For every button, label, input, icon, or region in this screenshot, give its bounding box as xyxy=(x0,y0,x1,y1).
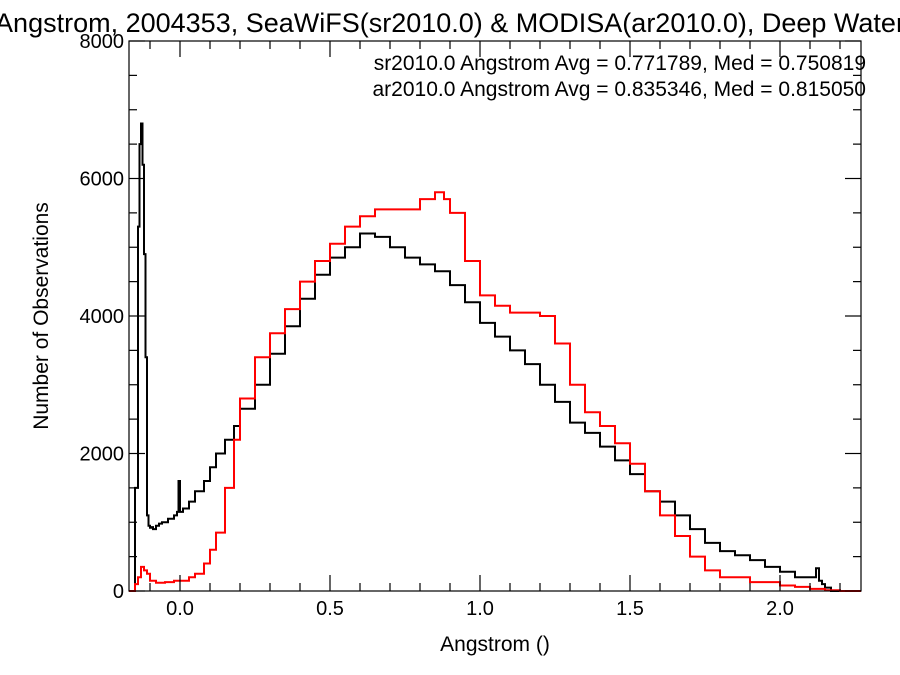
x-tick-label: 0.0 xyxy=(166,598,194,620)
ticks-layer: 0.0 0.5 1.0 1.5 2.0 0 2000 4000 6000 8000 xyxy=(80,31,861,620)
y-axis-label: Number of Observations xyxy=(30,202,53,430)
y-tick-label: 4000 xyxy=(80,306,125,328)
annotation-red-stats: ar2010.0 Angstrom Avg = 0.835346, Med = … xyxy=(373,78,867,101)
x-tick-label: 1.5 xyxy=(616,598,644,620)
series-layer xyxy=(129,122,861,592)
histogram-series-2 xyxy=(129,191,861,592)
y-tick-label: 0 xyxy=(113,581,124,603)
y-tick-label: 6000 xyxy=(80,169,125,191)
x-tick-label: 2.0 xyxy=(766,598,794,620)
x-axis-label: Angstrom () xyxy=(440,633,550,656)
x-tick-label: 1.0 xyxy=(466,598,494,620)
y-tick-label: 2000 xyxy=(80,444,125,466)
histogram-series-1 xyxy=(129,122,861,592)
annotation-black-stats: sr2010.0 Angstrom Avg = 0.771789, Med = … xyxy=(374,52,866,75)
x-tick-label: 0.5 xyxy=(316,598,344,620)
chart-title: Angstrom, 2004353, SeaWiFS(sr2010.0) & M… xyxy=(0,8,900,38)
y-tick-label: 8000 xyxy=(80,31,125,53)
